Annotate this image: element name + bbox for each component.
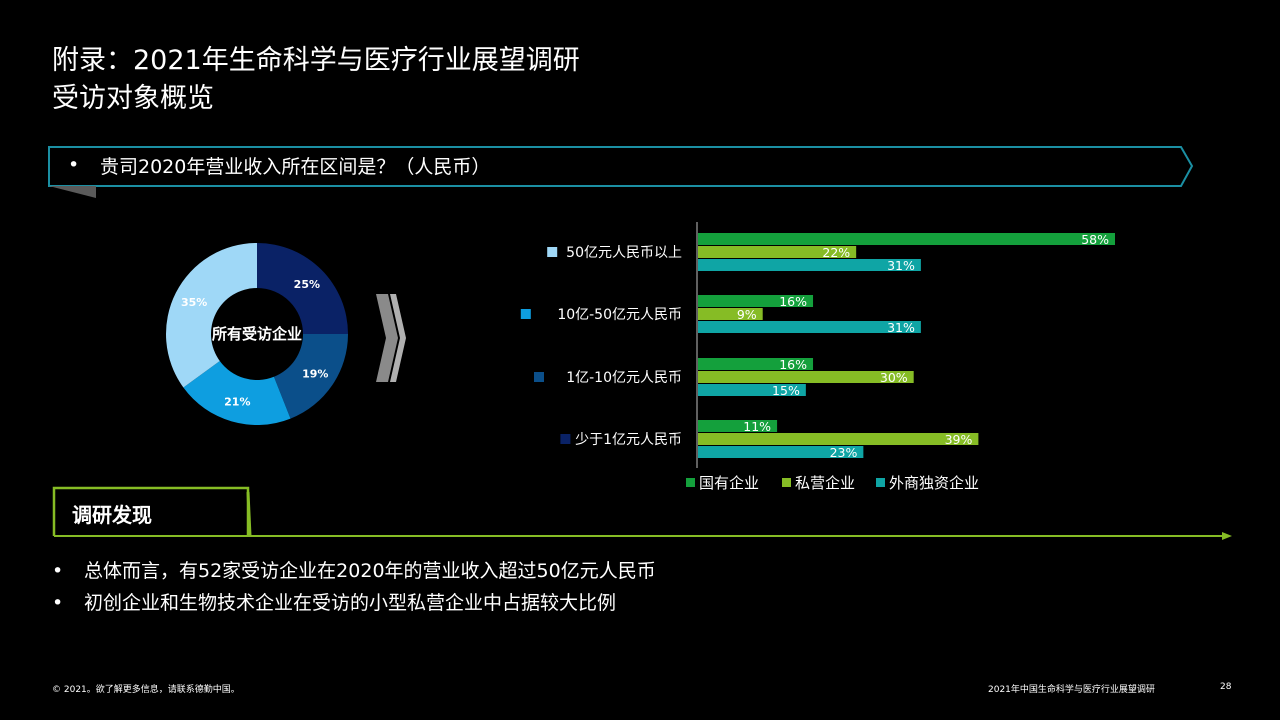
bar [698,295,814,307]
bar-value-label: 15% [772,383,800,398]
page-title-line1: 附录：2021年生命科学与医疗行业展望调研 [52,45,580,76]
bar [698,321,921,333]
bar [698,233,1115,245]
footer-report-name: 2021年中国生命科学与医疗行业展望调研 [988,685,1155,695]
donut-slice [183,361,291,425]
findings-frame [52,486,1232,540]
legend-label: 外商独资企业 [889,474,979,492]
donut-slice-label: 19% [302,368,328,381]
finding-item-2: 初创企业和生物技术企业在受访的小型私营企业中占据较大比例 [52,587,656,619]
bar-value-label: 22% [822,245,850,260]
footer-copyright: © 2021。欲了解更多信息，请联系德勤中国。 [52,685,240,695]
bar-value-label: 16% [779,294,807,309]
category-color-swatch [534,372,544,382]
question-banner-frame [48,146,1194,198]
donut-slice-label: 21% [224,396,250,409]
bar-value-label: 31% [887,320,915,335]
bar-value-label: 30% [880,370,908,385]
question-banner [48,146,1194,198]
bar [698,358,814,370]
finding-item-1: 总体而言，有52家受访企业在2020年的营业收入超过50亿元人民币 [52,555,656,587]
donut-center-label: 所有受访企业 [212,325,302,343]
page-number: 28 [1220,682,1232,692]
legend-swatch [686,478,695,487]
question-text: 贵司2020年营业收入所在区间是？（人民币） [100,156,491,178]
donut-slice-label: 35% [181,296,207,309]
category-label: 10亿-50亿元人民币 [557,307,682,323]
legend-label: 国有企业 [699,474,759,492]
bar-value-label: 9% [737,307,757,322]
donut-slice [257,243,348,334]
bar [698,246,857,258]
bar [698,384,806,396]
chevron-right-icon [376,294,406,382]
bar-value-label: 31% [887,258,915,273]
page-title: 附录：2021年生命科学与医疗行业展望调研 受访对象概览 [52,42,580,118]
category-color-swatch [520,309,531,319]
bar [698,259,921,271]
donut-slice [165,242,257,388]
findings-title: 调研发现 [72,503,152,527]
category-label: 50亿元人民币以上 [566,245,682,261]
category-color-swatch [547,247,558,257]
category-color-swatch [560,434,571,444]
question-bullet: • [68,154,80,176]
bar-value-label: 39% [945,432,973,447]
findings-list: 总体而言，有52家受访企业在2020年的营业收入超过50亿元人民币 初创企业和生… [52,555,656,619]
bar-value-label: 58% [1081,232,1109,247]
legend-swatch [782,478,791,487]
bar [698,446,864,458]
legend-label: 私营企业 [795,474,855,492]
category-label: 1亿-10亿元人民币 [566,370,682,386]
donut-slice-label: 25% [294,278,320,291]
bar [698,420,778,432]
donut-slice [273,334,348,419]
page-title-line2: 受访对象概览 [52,83,214,114]
bar-value-label: 11% [743,419,771,434]
bar [698,433,979,445]
legend-swatch [876,478,885,487]
category-label: 少于1亿元人民币 [575,432,682,448]
bar-value-label: 23% [830,445,858,460]
bar [698,371,914,383]
bar [698,308,763,320]
bar-value-label: 16% [779,357,807,372]
